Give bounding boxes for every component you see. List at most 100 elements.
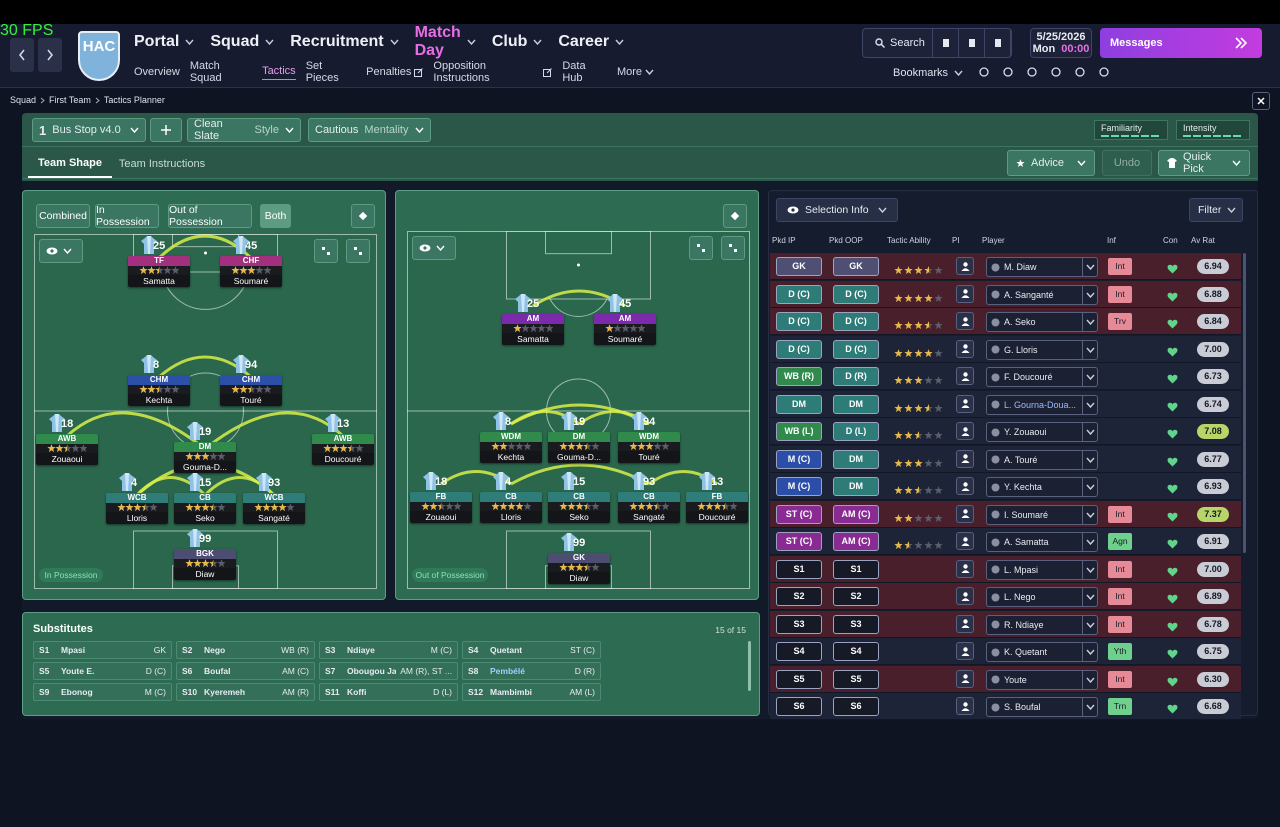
subnav-item[interactable]: Penalties [366, 66, 424, 78]
table-row[interactable]: S6 S6 S. Boufal Trn 6.68 [770, 693, 1241, 720]
substitute[interactable]: S10 Kyeremeh AM (R) [176, 683, 315, 701]
pi-button[interactable] [956, 504, 974, 523]
player-dropdown[interactable]: S. Boufal [986, 697, 1098, 717]
breadcrumb-item[interactable]: Tactics Planner [103, 95, 165, 105]
table-row[interactable]: S3 S3 R. Ndiaye Int 6.78 [770, 610, 1241, 638]
player-dropdown[interactable]: L. Nego [986, 587, 1098, 607]
player-card[interactable]: CHM Kechta [128, 375, 190, 406]
view-dropdown[interactable] [412, 236, 456, 260]
player-dropdown[interactable]: K. Quetant [986, 642, 1098, 662]
pi-button[interactable] [956, 477, 974, 495]
quick-pick-button[interactable]: Quick Pick [1158, 150, 1250, 176]
player-card[interactable]: DM Gouma-D... [548, 432, 610, 463]
player-dropdown[interactable]: A. Samatta [986, 532, 1098, 552]
table-row[interactable]: WB (L) D (L) Y. Zouaoui 7.08 [770, 418, 1241, 445]
nav-forward[interactable] [38, 38, 62, 72]
player-card[interactable]: FB Doucouré [686, 492, 748, 523]
shape-button[interactable] [351, 204, 375, 228]
player-dropdown[interactable]: Youte [986, 669, 1098, 690]
player-dropdown[interactable]: I. Soumaré [986, 504, 1098, 525]
pi-button[interactable] [956, 642, 974, 660]
player-dropdown[interactable]: G. Lloris [986, 339, 1098, 360]
player-card[interactable]: BGK Diaw [174, 549, 236, 580]
substitute[interactable]: S2 Nego WB (R) [176, 641, 315, 659]
view-toggle[interactable]: Combined [36, 204, 90, 228]
table-row[interactable]: WB (R) D (R) F. Doucouré 6.73 [770, 363, 1241, 390]
style-dropdown[interactable]: Clean Slate Style [187, 118, 301, 142]
mentality-dropdown[interactable]: Cautious Mentality [308, 118, 431, 142]
pitch-tool[interactable] [721, 236, 745, 260]
pi-button[interactable] [956, 532, 974, 550]
subnav-item[interactable]: Set Pieces [306, 60, 356, 84]
player-dropdown[interactable]: R. Ndiaye [986, 614, 1098, 635]
subnav-item[interactable]: Overview [134, 66, 180, 78]
subnav-item[interactable]: Opposition Instructions [433, 60, 553, 84]
pi-button[interactable] [956, 449, 974, 468]
subnav-item[interactable]: Match Squad [190, 60, 252, 84]
substitute[interactable]: S12 Mambimbi AM (L) [462, 683, 601, 701]
pi-button[interactable] [956, 257, 974, 275]
header-icon[interactable] [1074, 66, 1086, 78]
player-card[interactable]: FB Zouaoui [410, 492, 472, 523]
messages-button[interactable]: Messages [1100, 28, 1262, 58]
player-card[interactable]: AWB Doucouré [312, 434, 374, 465]
breadcrumb-item[interactable]: First Team [49, 95, 91, 105]
undo-button[interactable]: Undo [1102, 150, 1152, 176]
table-row[interactable]: GK GK M. Diaw Int 6.94 [770, 253, 1241, 280]
header-icon[interactable] [1050, 66, 1062, 78]
subnav-item[interactable]: More [617, 66, 654, 78]
shape-button[interactable] [723, 204, 747, 228]
player-card[interactable]: TF Samatta [128, 256, 190, 287]
filter-button[interactable]: Filter [1189, 198, 1243, 222]
pi-button[interactable] [956, 367, 974, 385]
breadcrumb-item[interactable]: Squad [10, 95, 37, 105]
header-icon[interactable] [978, 66, 990, 78]
table-row[interactable]: S5 S5 Youte Int 6.30 [770, 665, 1241, 693]
player-card[interactable]: AM Samatta [502, 314, 564, 345]
subnav-item[interactable]: Tactics [262, 65, 296, 80]
table-row[interactable]: S2 S2 L. Nego Int 6.89 [770, 583, 1241, 610]
table-row[interactable]: ST (C) AM (C) A. Samatta Agn 6.91 [770, 528, 1241, 555]
player-card[interactable]: CB Seko [174, 493, 236, 524]
substitute[interactable]: S3 Ndiaye M (C) [319, 641, 458, 659]
nav-item[interactable]: Match Day [415, 24, 476, 60]
player-dropdown[interactable]: F. Doucouré [986, 367, 1098, 387]
view-dropdown[interactable] [39, 239, 83, 263]
pi-button[interactable] [956, 669, 974, 688]
substitute[interactable]: S8 Pembélé D (R) [462, 662, 601, 680]
pitch-tool[interactable] [314, 239, 338, 263]
nav-item[interactable]: Portal [134, 33, 194, 51]
nav-item[interactable]: Club [492, 33, 543, 51]
header-icon[interactable] [1098, 66, 1110, 78]
nav-back[interactable] [10, 38, 34, 72]
player-dropdown[interactable]: L. Gourna-Doua... [986, 394, 1098, 415]
player-card[interactable]: WCB Lloris [106, 493, 168, 524]
substitute[interactable]: S9 Ebonog M (C) [33, 683, 172, 701]
table-row[interactable]: M (C) DM Y. Kechta 6.93 [770, 473, 1241, 500]
advice-button[interactable]: Advice [1007, 150, 1095, 176]
view-toggle[interactable]: Out of Possession [168, 204, 252, 228]
pi-button[interactable] [956, 697, 974, 715]
pi-button[interactable] [956, 394, 974, 413]
player-card[interactable]: GK Diaw [548, 553, 610, 584]
pi-button[interactable] [956, 339, 974, 358]
substitute[interactable]: S6 Boufal AM (C) [176, 662, 315, 680]
table-row[interactable]: D (C) D (C) A. Seko Trv 6.84 [770, 308, 1241, 335]
header-icon[interactable] [1026, 66, 1038, 78]
player-card[interactable]: CB Lloris [480, 492, 542, 523]
player-card[interactable]: WCB Sangaté [243, 493, 305, 524]
table-row[interactable]: S1 S1 L. Mpasi Int 7.00 [770, 555, 1241, 583]
table-row[interactable]: D (C) D (C) A. Sanganté Int 6.88 [770, 280, 1241, 308]
table-row[interactable]: ST (C) AM (C) I. Soumaré Int 7.37 [770, 500, 1241, 528]
player-dropdown[interactable]: L. Mpasi [986, 559, 1098, 580]
substitute[interactable]: S7 Obougou Jacq...AM (R), ST ... [319, 662, 458, 680]
player-card[interactable]: AWB Zouaoui [36, 434, 98, 465]
substitute[interactable]: S4 Quetant ST (C) [462, 641, 601, 659]
substitute[interactable]: S1 Mpasi GK [33, 641, 172, 659]
player-card[interactable]: AM Soumaré [594, 314, 656, 345]
nav-item[interactable]: Recruitment [290, 33, 399, 51]
bookmarks[interactable]: Bookmarks [893, 66, 973, 80]
view-toggle[interactable]: Both [260, 204, 291, 228]
view-toggle[interactable]: In Possession [95, 204, 159, 228]
player-dropdown[interactable]: A. Sanganté [986, 284, 1098, 305]
